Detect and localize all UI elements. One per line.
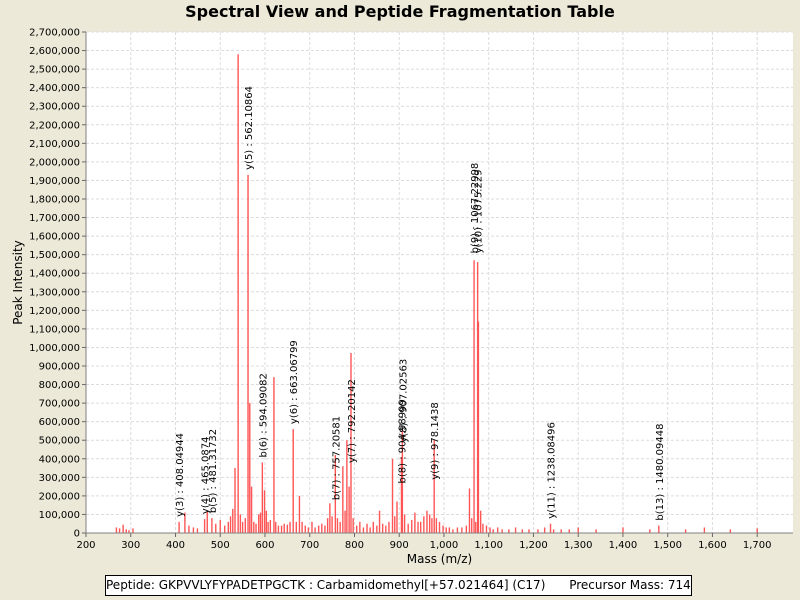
peptide-info-box: Peptide: GKPVVLYFYPADETPGCTK : Carbamido… bbox=[105, 575, 692, 596]
peak-label: y(7) : 792.20142 bbox=[347, 379, 358, 463]
peak-label: y(9) : 978.1438 bbox=[430, 402, 441, 480]
chart-title: Spectral View and Peptide Fragmentation … bbox=[185, 2, 615, 21]
y-tick-label: 400,000 bbox=[39, 454, 80, 465]
peak-series bbox=[115, 54, 758, 533]
x-tick-label: 1,000 bbox=[430, 540, 459, 551]
y-tick-label: 1,300,000 bbox=[29, 287, 80, 298]
x-tick-label: 500 bbox=[211, 540, 230, 551]
peak-label: b(13) : 1480.09448 bbox=[655, 424, 666, 521]
x-tick-label: 1,700 bbox=[743, 540, 772, 551]
y-tick-label: 500,000 bbox=[39, 436, 80, 447]
y-axis-label: Peak Intensity bbox=[11, 240, 25, 325]
y-tick-label: 1,400,000 bbox=[29, 269, 80, 280]
y-tick-label: 2,400,000 bbox=[29, 83, 80, 94]
x-tick-label: 900 bbox=[390, 540, 409, 551]
y-tick-label: 200,000 bbox=[39, 491, 80, 502]
x-tick-label: 1,600 bbox=[698, 540, 727, 551]
y-tick-label: 1,100,000 bbox=[29, 324, 80, 335]
peak-label: b(9) : 1067.22998 bbox=[470, 163, 481, 254]
x-tick-label: 1,300 bbox=[564, 540, 593, 551]
y-tick-label: 900,000 bbox=[39, 362, 80, 373]
peak-label: b(6) : 594.09082 bbox=[258, 373, 269, 457]
y-tick-label: 2,500,000 bbox=[29, 65, 80, 76]
x-tick-label: 1,200 bbox=[519, 540, 548, 551]
peak-label: y(6) : 663.06799 bbox=[289, 340, 300, 424]
peak-label: b(7) : 757.20581 bbox=[331, 416, 342, 500]
y-tick-label: 800,000 bbox=[39, 380, 80, 391]
x-tick-label: 1,500 bbox=[653, 540, 682, 551]
peak-label: y(5) : 562.10864 bbox=[244, 86, 255, 170]
y-tick-label: 100,000 bbox=[39, 510, 80, 521]
y-tick-label: 1,900,000 bbox=[29, 176, 80, 187]
axes: 0 100,000 200,000 300,000 400,000 500,000 600,… bbox=[29, 28, 793, 551]
y-tick-label: 1,800,000 bbox=[29, 195, 80, 206]
precursor-mass-label: Precursor Mass: 714.9941 bbox=[569, 578, 692, 592]
x-tick-label: 300 bbox=[121, 540, 140, 551]
y-tick-label: 1,000,000 bbox=[29, 343, 80, 354]
peptide-label: Peptide: GKPVVLYFYPADETPGCTK : Carbamido… bbox=[106, 578, 546, 592]
y-tick-label: 1,500,000 bbox=[29, 250, 80, 261]
y-tick-label: 2,000,000 bbox=[29, 157, 80, 168]
peak-label: b(5) : 481.31732 bbox=[208, 429, 219, 513]
y-tick-label: 600,000 bbox=[39, 417, 80, 428]
y-tick-label: 1,600,000 bbox=[29, 232, 80, 243]
y-tick-label: 2,300,000 bbox=[29, 102, 80, 113]
y-tick-label: 1,200,000 bbox=[29, 306, 80, 317]
y-tick-label: 0 bbox=[74, 529, 80, 540]
peak-label: y(10) : 1075.229 bbox=[474, 169, 485, 253]
x-tick-label: 600 bbox=[255, 540, 274, 551]
y-tick-label: 1,700,000 bbox=[29, 213, 80, 224]
plot-area bbox=[86, 32, 793, 533]
peak-label: y(11) : 1238.08496 bbox=[547, 422, 558, 519]
x-tick-label: 1,100 bbox=[474, 540, 503, 551]
y-tick-label: 2,700,000 bbox=[29, 28, 80, 39]
peak-label: y(8) : 907.02563 bbox=[398, 359, 409, 443]
y-tick-label: 2,200,000 bbox=[29, 120, 80, 131]
y-tick-label: 300,000 bbox=[39, 473, 80, 484]
x-tick-label: 700 bbox=[300, 540, 319, 551]
y-tick-label: 2,100,000 bbox=[29, 139, 80, 150]
peak-label: y(3) : 408.04944 bbox=[175, 433, 186, 517]
y-tick-label: 2,600,000 bbox=[29, 46, 80, 57]
peak-label: y(4) : 465.0874 bbox=[201, 437, 212, 515]
x-tick-label: 1,400 bbox=[609, 540, 638, 551]
x-axis-label: Mass (m/z) bbox=[407, 552, 472, 566]
x-tick-label: 800 bbox=[345, 540, 364, 551]
grid-lines bbox=[86, 31, 793, 533]
x-tick-label: 400 bbox=[166, 540, 185, 551]
peak-label: b(8) : 904.98999 bbox=[397, 399, 408, 483]
y-tick-label: 700,000 bbox=[39, 399, 80, 410]
x-tick-label: 200 bbox=[76, 540, 95, 551]
